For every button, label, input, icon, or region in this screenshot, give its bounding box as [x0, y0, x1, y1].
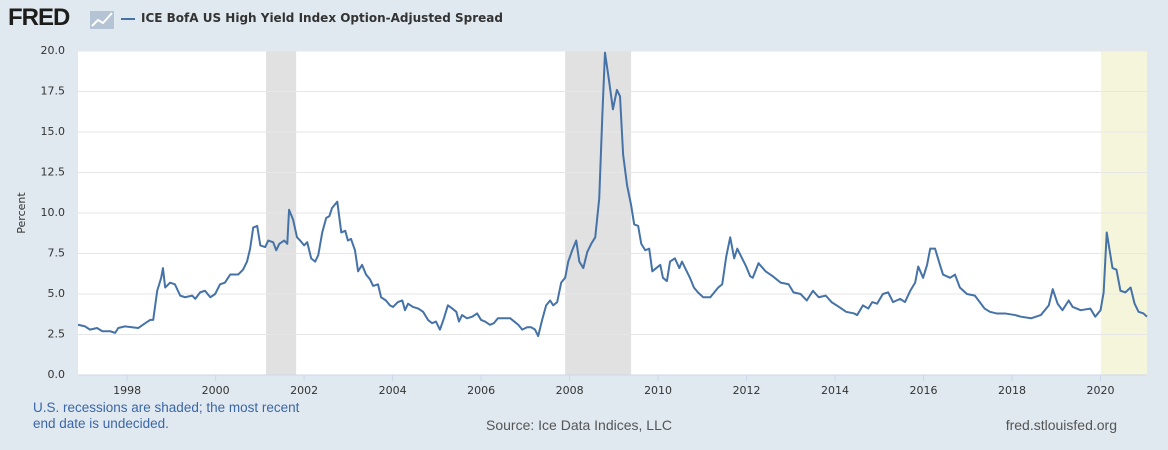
x-tick-label: 2012	[733, 384, 761, 397]
y-tick-label: 17.5	[41, 85, 66, 98]
y-tick-label: 10.0	[41, 206, 66, 219]
recession-note: U.S. recessions are shaded; the most rec…	[33, 400, 300, 431]
x-tick-label: 1998	[113, 384, 141, 397]
x-tick-label: 2016	[910, 384, 938, 397]
x-tick-label: 2000	[202, 384, 230, 397]
y-tick-label: 0.0	[48, 368, 66, 381]
logo[interactable]: FRED	[8, 4, 70, 31]
source: Source: Ice Data Indices, LLC	[486, 417, 672, 433]
x-tick-label: 2004	[379, 384, 407, 397]
x-tick-label: 2018	[998, 384, 1026, 397]
y-tick-label: 12.5	[41, 166, 66, 179]
y-tick-label: 20.0	[41, 44, 66, 57]
x-tick-label: 2020	[1087, 384, 1115, 397]
x-tick-label: 2008	[556, 384, 584, 397]
y-tick-label: 2.5	[48, 328, 66, 341]
x-tick-label: 2014	[821, 384, 849, 397]
legend-entry: ICE BofA US High Yield Index Option-Adju…	[141, 11, 503, 25]
y-tick-label: 5.0	[48, 287, 66, 300]
x-tick-label: 2006	[467, 384, 495, 397]
site-url[interactable]: fred.stlouisfed.org	[1005, 417, 1117, 433]
line-layer	[77, 51, 1148, 338]
logo-icon	[90, 11, 114, 29]
y-tick-label: 7.5	[48, 247, 66, 260]
x-tick-label: 2010	[644, 384, 672, 397]
series-line	[77, 51, 1148, 338]
y-axis-label: Percent	[15, 192, 28, 234]
y-tick-label: 15.0	[41, 125, 66, 138]
x-tick-label: 2002	[290, 384, 318, 397]
